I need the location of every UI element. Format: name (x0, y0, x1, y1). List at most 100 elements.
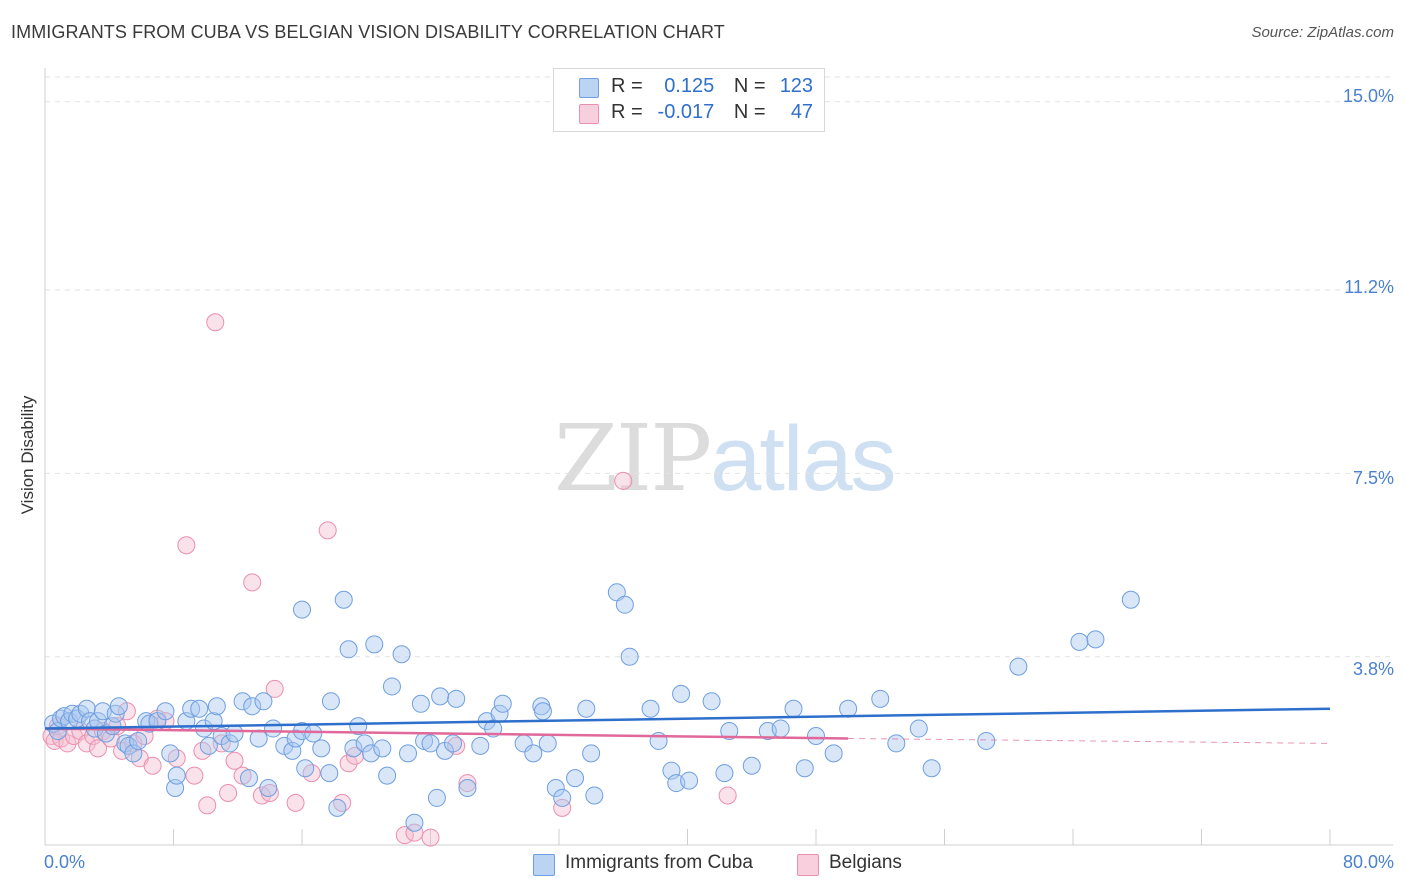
belgians-point (421, 828, 440, 847)
belgians-point (206, 313, 225, 332)
cuba-point (296, 759, 315, 778)
x-tick-label: 80.0% (1342, 852, 1394, 872)
cuba-point (1121, 590, 1140, 609)
belgians-point (58, 734, 77, 753)
belgians-point (614, 471, 633, 490)
series-immigrants-from-cuba (44, 583, 1140, 832)
y-tick-label: 11.2% (1344, 277, 1394, 297)
cuba-point (546, 779, 565, 798)
belgians-point (447, 736, 466, 755)
cuba-point (1070, 632, 1089, 651)
cuba-point (334, 590, 353, 609)
cuba-point (373, 739, 392, 758)
belgians-point (89, 739, 108, 758)
cuba-point (405, 813, 424, 832)
belgians-point (718, 786, 737, 805)
belgians-point (318, 521, 337, 540)
cuba-point (399, 744, 418, 763)
cuba-point (349, 717, 368, 736)
belgians-point (265, 679, 284, 698)
cuba-point (421, 734, 440, 753)
cuba-point (328, 798, 347, 817)
cuba-point (344, 739, 363, 758)
cuba-point (225, 724, 244, 743)
watermark: ZIPatlas (554, 405, 897, 512)
source-label: Source: ZipAtlas.com (1251, 24, 1394, 41)
cuba-point (254, 692, 273, 711)
cuba-point (355, 734, 374, 753)
cuba-point (702, 692, 721, 711)
belgians-point (198, 796, 217, 815)
belgians-point (553, 798, 572, 817)
cuba-point (471, 736, 490, 755)
axes (44, 68, 1393, 846)
chart-title: IMMIGRANTS FROM CUBA VS BELGIAN VISION D… (11, 22, 725, 42)
cuba-point (293, 600, 311, 619)
y-tick-label: 7.5% (1352, 468, 1394, 488)
cuba-point (431, 687, 450, 706)
belgians-point (219, 783, 238, 802)
cuba-point (249, 729, 268, 748)
cuba-point (239, 769, 258, 788)
cuba-point (427, 788, 446, 807)
cuba-point (1009, 657, 1028, 676)
cuba-point (538, 734, 557, 753)
belgians-point (143, 756, 162, 775)
cuba-point (824, 744, 843, 763)
belgians-point (185, 766, 204, 785)
cuba-point (199, 736, 218, 755)
cuba-point (264, 719, 283, 738)
x-tick-label: 0.0% (44, 852, 86, 872)
cuba-point (742, 756, 761, 775)
cuba-point (109, 697, 128, 716)
belgians-point (225, 751, 244, 770)
cuba-point (321, 692, 340, 711)
cuba-point (286, 729, 305, 748)
cuba-point (243, 697, 262, 716)
bottom-legend-label: Belgians (829, 852, 902, 873)
legend-swatch-belgians (579, 104, 599, 124)
cuba-point (207, 697, 226, 716)
cuba-point (443, 734, 462, 753)
cuba-point (161, 744, 180, 763)
cuba-point (720, 722, 739, 741)
watermark-zip: ZIP (554, 405, 712, 512)
cuba-point (167, 766, 186, 785)
cuba-point (392, 645, 411, 664)
cuba-point (680, 771, 699, 790)
cuba-point (304, 724, 323, 743)
cuba-point (582, 744, 601, 763)
legend-r-label: R = (611, 101, 643, 123)
belgians-trend-line (44, 727, 849, 740)
y-axis-label: Vision Disability (18, 395, 37, 515)
cuba-point (641, 699, 660, 718)
correlation-legend: R = 0.125 N = 123 R = -0.017 N = 47 (553, 68, 825, 132)
cuba-point (339, 640, 358, 659)
y-tick-label: 3.8% (1352, 659, 1394, 679)
grid-lines (45, 76, 1393, 658)
cuba-point (156, 702, 175, 721)
cuba-point (312, 739, 331, 758)
cuba-point (585, 786, 604, 805)
cuba-point (922, 759, 941, 778)
cuba-point (795, 759, 814, 778)
cuba-point (259, 779, 278, 798)
belgians-point (77, 734, 96, 753)
series-belgians (42, 313, 737, 847)
legend-n-value: 123 (779, 75, 814, 97)
cuba-point (447, 689, 466, 708)
cuba-point (566, 769, 585, 788)
cuba-point (807, 726, 825, 745)
y-tick-label: 15.0% (1342, 86, 1394, 106)
belgians-point (346, 746, 365, 765)
cuba-point (887, 734, 906, 753)
legend-swatch-cuba (579, 78, 599, 98)
cuba-point (458, 779, 477, 798)
cuba-point (715, 764, 734, 783)
cuba-point (190, 699, 209, 718)
cuba-point (233, 692, 252, 711)
trend-lines (44, 707, 1331, 744)
cuba-point (784, 699, 803, 718)
bottom-legend-swatch-cuba (533, 854, 555, 876)
